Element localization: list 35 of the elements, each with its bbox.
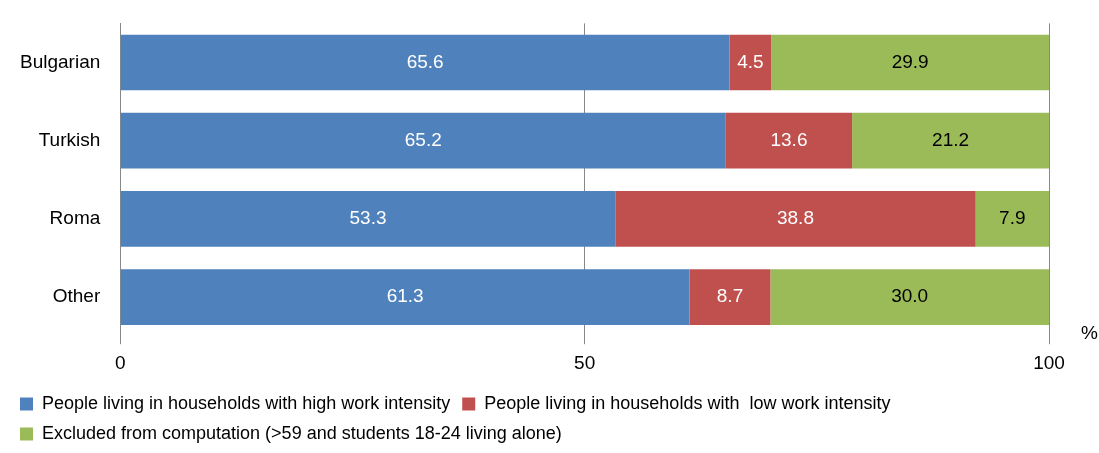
data-label: 61.3	[386, 285, 424, 307]
bar	[852, 112, 1049, 169]
bar	[729, 34, 772, 91]
x-axis-title: %	[1081, 322, 1098, 344]
legend-label: People living in households with high work intensity	[42, 392, 451, 413]
bar	[120, 112, 726, 169]
y-tick-label: Roma	[49, 207, 101, 229]
data-label: 65.6	[406, 50, 444, 72]
bar	[771, 34, 1049, 91]
data-label: 30.0	[891, 285, 929, 307]
data-label: 65.2	[404, 128, 442, 150]
bar	[689, 269, 771, 325]
y-tick-label: Turkish	[38, 128, 101, 150]
bar	[615, 191, 976, 247]
bar	[120, 34, 730, 91]
data-label: 4.5	[737, 50, 764, 72]
bar	[120, 191, 616, 247]
legend-label: Excluded from computation (>59 and students 18-24 living alone)	[42, 422, 562, 443]
data-label: 21.2	[932, 128, 970, 150]
x-tick-label: 50	[574, 351, 596, 373]
data-label: 13.6	[770, 128, 808, 150]
bar	[975, 191, 1049, 247]
data-label: 29.9	[891, 50, 929, 72]
data-label: 53.3	[349, 207, 387, 229]
y-tick-label: Other	[52, 285, 101, 307]
data-label: 8.7	[716, 285, 744, 307]
bar	[120, 269, 690, 325]
x-tick-label: 100	[1033, 351, 1065, 373]
bar	[725, 112, 853, 169]
data-label: 7.9	[999, 207, 1026, 229]
bar	[770, 269, 1049, 325]
y-tick-label: Bulgarian	[20, 50, 101, 72]
data-label: 38.8	[776, 207, 814, 229]
legend-label: People living in households with low work intensity	[484, 392, 891, 413]
x-tick-label: 0	[114, 351, 126, 373]
